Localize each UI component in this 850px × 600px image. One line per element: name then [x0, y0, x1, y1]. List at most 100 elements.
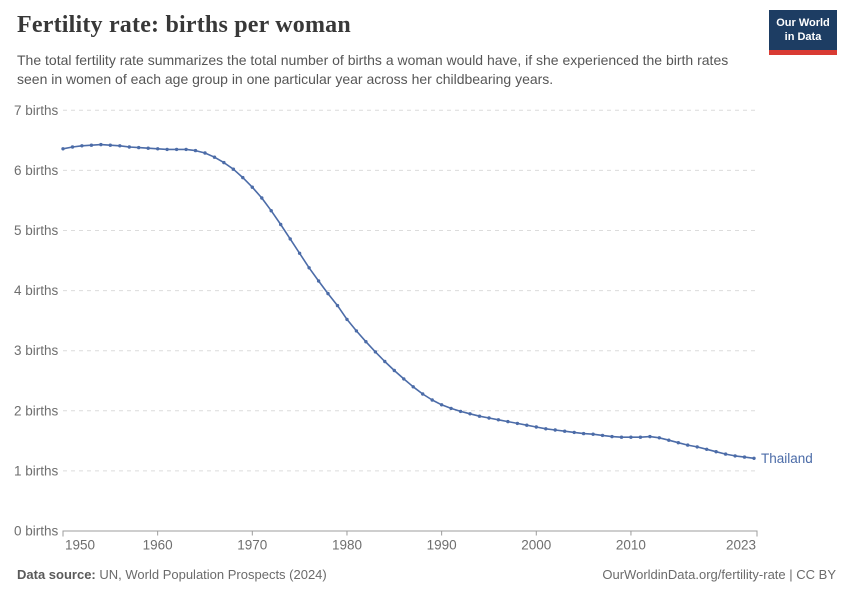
data-point-2005[interactable] [581, 431, 586, 436]
page-title: Fertility rate: births per woman [17, 12, 351, 38]
data-point-1950[interactable] [61, 147, 65, 151]
data-point-1966[interactable] [212, 155, 217, 159]
data-point-2006[interactable] [591, 432, 595, 436]
data-point-1998[interactable] [515, 421, 520, 426]
y-axis-tick-label: 4 births [14, 283, 59, 298]
data-point-2000[interactable] [534, 425, 538, 429]
owid-logo[interactable]: Our World in Data [769, 10, 837, 55]
data-point-2013[interactable] [657, 436, 661, 440]
data-point-2015[interactable] [676, 441, 680, 445]
data-point-1984[interactable] [383, 359, 387, 364]
data-point-1952[interactable] [80, 144, 84, 148]
footer-separator: | [785, 567, 797, 582]
data-point-1995[interactable] [487, 416, 491, 420]
data-point-2014[interactable] [667, 438, 671, 442]
data-point-1989[interactable] [430, 398, 434, 402]
data-point-2009[interactable] [619, 435, 624, 439]
data-point-2020[interactable] [723, 452, 728, 456]
data-point-1975[interactable] [297, 251, 302, 255]
data-point-2021[interactable] [733, 454, 737, 458]
data-point-1977[interactable] [316, 279, 321, 283]
data-point-1992[interactable] [458, 409, 463, 414]
y-axis-tick-label: 0 births [14, 524, 59, 539]
data-point-2010[interactable] [629, 435, 633, 439]
data-point-1968[interactable] [231, 167, 236, 171]
data-point-1970[interactable] [250, 185, 254, 189]
data-point-1972[interactable] [269, 209, 273, 213]
data-point-1978[interactable] [326, 291, 330, 296]
data-point-2019[interactable] [714, 450, 718, 454]
data-point-1986[interactable] [402, 377, 406, 381]
owid-url-link[interactable]: OurWorldinData.org/fertility-rate [602, 567, 786, 582]
license-link[interactable]: CC BY [796, 567, 836, 582]
x-axis-tick-label: 1980 [332, 538, 362, 553]
x-axis-tick-label: 1970 [237, 538, 267, 553]
data-point-1960[interactable] [156, 147, 160, 151]
data-point-1951[interactable] [70, 145, 75, 149]
data-point-2016[interactable] [686, 443, 690, 447]
data-point-2011[interactable] [638, 435, 643, 439]
data-point-1974[interactable] [288, 237, 292, 241]
data-point-2008[interactable] [610, 434, 614, 439]
data-point-1981[interactable] [354, 329, 359, 333]
data-point-1996[interactable] [496, 418, 501, 422]
data-point-1956[interactable] [118, 144, 122, 148]
y-axis-tick-label: 3 births [14, 343, 59, 358]
x-axis-tick-label: 1990 [427, 538, 457, 553]
data-point-1957[interactable] [127, 145, 131, 149]
data-point-2012[interactable] [648, 434, 652, 439]
data-point-2007[interactable] [600, 433, 605, 438]
y-axis-tick-label: 7 births [14, 103, 59, 118]
data-point-1969[interactable] [241, 175, 245, 180]
data-point-1988[interactable] [421, 392, 425, 396]
data-point-1962[interactable] [174, 147, 179, 152]
data-point-2001[interactable] [544, 427, 548, 431]
data-point-1983[interactable] [373, 350, 378, 354]
data-point-2004[interactable] [572, 430, 576, 435]
data-point-1971[interactable] [260, 196, 264, 200]
y-axis-tick-label: 1 births [14, 463, 59, 478]
y-axis-tick-label: 5 births [14, 223, 59, 238]
data-point-2023[interactable] [752, 456, 756, 460]
data-point-1967[interactable] [222, 160, 226, 165]
data-point-1979[interactable] [335, 303, 340, 308]
x-axis-tick-label: 2010 [616, 538, 646, 553]
data-point-1985[interactable] [392, 368, 396, 373]
footer-credits: OurWorldinData.org/fertility-rate | CC B… [602, 567, 836, 582]
data-point-2022[interactable] [742, 455, 747, 459]
series-end-label-thailand: Thailand [761, 451, 813, 466]
data-point-1965[interactable] [203, 151, 207, 155]
data-point-1982[interactable] [364, 340, 368, 344]
data-point-1987[interactable] [411, 385, 415, 389]
chart-footer: Data source: UN, World Population Prospe… [17, 567, 836, 582]
x-axis-tick-label: 1960 [143, 538, 173, 553]
data-source-label: Data source: [17, 567, 96, 582]
owid-logo-line1: Our World [776, 17, 830, 29]
data-point-1954[interactable] [99, 142, 103, 147]
data-point-1961[interactable] [165, 147, 169, 152]
y-axis-tick-label: 6 births [14, 163, 59, 178]
data-source-value: UN, World Population Prospects (2024) [99, 567, 327, 582]
data-point-1964[interactable] [193, 148, 198, 153]
data-point-1990[interactable] [439, 403, 444, 407]
data-point-1959[interactable] [146, 146, 150, 150]
data-point-1999[interactable] [525, 423, 529, 427]
data-point-1973[interactable] [279, 222, 283, 227]
data-point-1963[interactable] [184, 147, 188, 152]
x-axis-tick-label: 1950 [65, 538, 95, 553]
data-point-1976[interactable] [307, 266, 311, 270]
data-point-2003[interactable] [563, 429, 567, 433]
data-point-1955[interactable] [108, 143, 113, 147]
data-point-2018[interactable] [705, 447, 709, 451]
data-point-1953[interactable] [89, 143, 94, 147]
data-point-1980[interactable] [345, 317, 349, 322]
data-point-1997[interactable] [506, 419, 510, 424]
data-point-2017[interactable] [695, 445, 699, 449]
data-point-1994[interactable] [477, 414, 482, 418]
data-point-1993[interactable] [468, 412, 472, 416]
data-point-1958[interactable] [137, 145, 141, 150]
data-point-2002[interactable] [553, 428, 557, 432]
data-point-1991[interactable] [449, 406, 453, 411]
